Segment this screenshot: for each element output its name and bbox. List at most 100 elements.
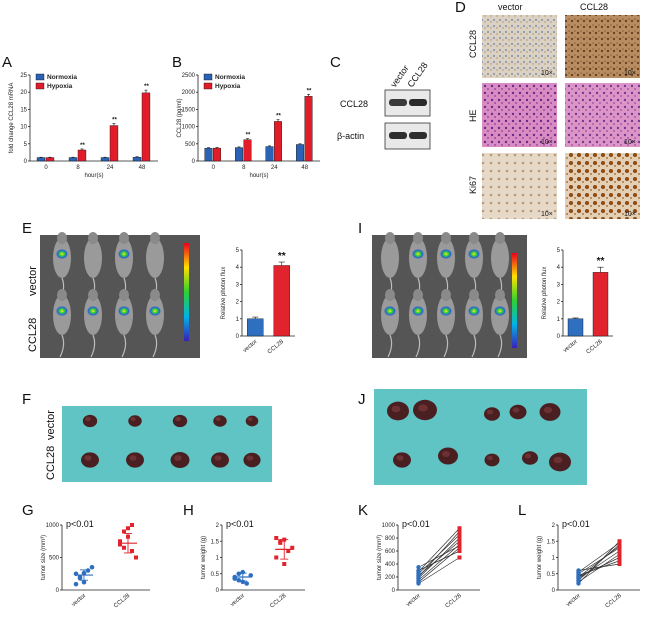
tumor-highlight: [524, 453, 532, 459]
y-tick-label: 1.5: [211, 539, 220, 545]
y-tick-label: 1000: [46, 523, 60, 529]
y-tick-label: 4: [557, 265, 561, 271]
panel-letter-d: D: [455, 0, 466, 16]
mouse-head: [469, 232, 479, 244]
luminescence-spot: [440, 306, 452, 316]
data-point-ccl28: [457, 543, 462, 548]
ihc-grid: vector CCL28 CCL28 HE Ki67 10× 10× 10× 1…: [468, 2, 640, 219]
mouse-body: [381, 238, 399, 278]
bar-normoxia: [68, 157, 78, 162]
y-axis-label: Relative photon flux: [221, 267, 227, 320]
significance-mark: **: [307, 88, 312, 94]
luminescence-spot: [118, 306, 130, 316]
ihc-image-he-ccl28: [565, 83, 640, 147]
panel-letter-g: G: [22, 502, 34, 519]
y-tick-label: 0: [192, 159, 196, 165]
x-tick-label: CCL28: [113, 593, 132, 610]
mouse-tail: [415, 334, 421, 358]
bar-normoxia: [204, 148, 213, 162]
y-tick-label: 1500: [182, 107, 196, 113]
data-point-ccl28: [617, 555, 622, 560]
chart-a-fold-change: 0 5 10 15 20 25 fold change CCL28 mRNA 0 8 ** 24 **…: [9, 73, 158, 179]
data-point-ccl28: [457, 539, 462, 544]
mouse-tail: [443, 334, 449, 358]
y-axis-label: Relative photon flux: [542, 267, 548, 320]
y-tick-label: 0.5: [211, 572, 220, 578]
pair-line: [578, 545, 620, 578]
tumor-label-vector-f: vector: [45, 410, 57, 440]
data-point: [278, 540, 283, 545]
x-tick-label: 8: [242, 165, 246, 171]
mouse-head: [88, 232, 98, 244]
blot-row-ccl28: CCL28: [340, 99, 368, 109]
ihc-mag-2: 10×: [624, 70, 636, 77]
data-point-ccl28: [457, 549, 462, 553]
y-tick-label: 2: [557, 300, 561, 306]
y-tick-label: 1000: [182, 125, 196, 131]
luminescence-spot: [56, 249, 68, 259]
imaging-panel-i: [372, 232, 527, 358]
data-point-ccl28: [457, 532, 462, 537]
y-tick-label: 2: [236, 300, 240, 306]
bar-normoxia: [235, 147, 243, 162]
legend-label: Hypoxia: [47, 83, 73, 90]
data-point-vector: [576, 574, 581, 580]
mouse-tail: [497, 334, 503, 358]
data-point-ccl28: [617, 544, 622, 549]
y-tick-label: 4: [236, 265, 240, 271]
mouse-body: [491, 238, 509, 278]
y-tick-label: 3: [557, 282, 561, 288]
y-tick-label: 1: [552, 556, 556, 562]
mouse-head: [385, 232, 395, 244]
mouse-head: [150, 289, 160, 301]
p-value-annotation: p<0.01: [402, 519, 430, 529]
significance-mark: **: [276, 114, 281, 120]
y-tick-label: 200: [385, 575, 396, 581]
data-point-vector: [416, 565, 421, 570]
y-tick-label: 2: [552, 523, 556, 529]
bar-hypoxia: [274, 121, 282, 162]
luminescence-spot: [118, 249, 130, 259]
bar-ccl28: [592, 272, 609, 337]
data-point-ccl28: [457, 555, 462, 560]
tumor-highlight: [215, 416, 221, 422]
bar-hypoxia: [77, 149, 87, 162]
y-tick-label: 15: [20, 107, 27, 113]
pair-line: [578, 542, 620, 573]
panel-letter-c: C: [330, 54, 341, 71]
y-tick-label: 0: [392, 588, 396, 594]
data-point: [130, 549, 134, 553]
data-point-ccl28: [457, 529, 462, 534]
imaging-panel-e: vector CCL28: [27, 232, 200, 358]
x-tick-label: 48: [301, 165, 308, 171]
ihc-row-ki67: Ki67: [468, 176, 478, 194]
y-tick-label: 20: [20, 90, 27, 96]
tumor-highlight: [512, 407, 520, 413]
tumor-highlight: [396, 455, 404, 461]
x-tick-label: 24: [107, 165, 114, 171]
bar-hypoxia: [45, 157, 55, 162]
data-point: [118, 539, 122, 544]
y-tick-label: 5: [236, 248, 240, 254]
significance-mark: **: [80, 143, 85, 149]
data-point: [126, 526, 130, 531]
bar-hypoxia: [243, 139, 252, 162]
tumor-highlight: [246, 455, 254, 461]
tumor-highlight: [553, 456, 563, 464]
pair-line: [418, 540, 460, 576]
x-tick-label: vector: [71, 593, 87, 608]
tumor-highlight: [487, 455, 493, 461]
color-scale-i: [512, 253, 517, 348]
mouse-head: [57, 289, 67, 301]
mice-group-i: [381, 232, 509, 358]
mouse-tail: [59, 334, 65, 358]
mouse-head: [88, 289, 98, 301]
y-tick-label: 2500: [182, 73, 196, 79]
mouse-head: [119, 289, 129, 301]
y-tick-label: 1: [557, 317, 561, 323]
legend-label: Hypoxia: [215, 83, 241, 90]
tumor-label-ccl28-f: CCL28: [45, 446, 57, 480]
data-point: [130, 523, 134, 527]
y-tick-label: 500: [185, 142, 196, 148]
